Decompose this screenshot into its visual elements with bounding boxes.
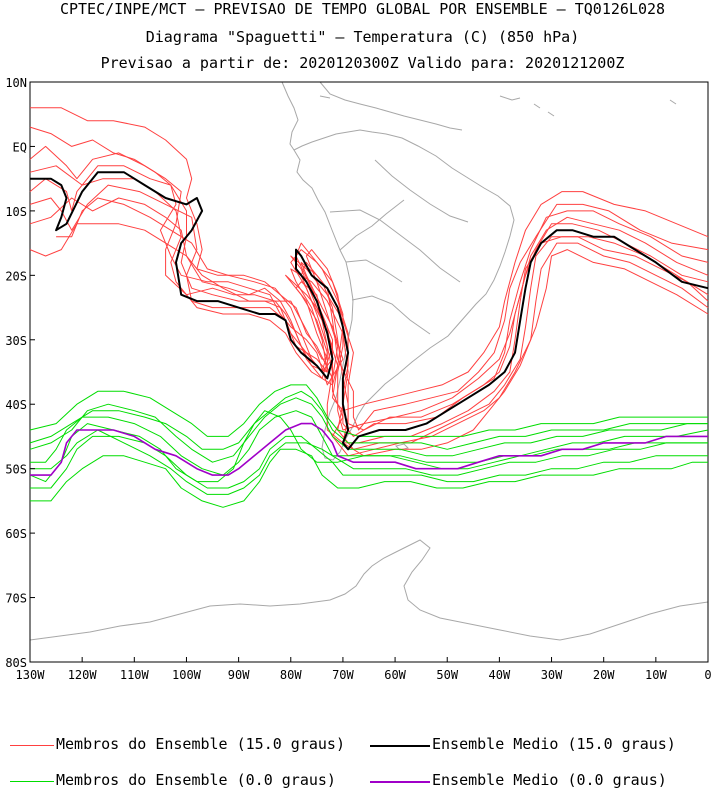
legend-label-mean-0: Ensemble Medio (0.0 graus) [432, 771, 667, 789]
contour-mean-0-0 [30, 422, 708, 476]
x-tick-label: 100W [172, 668, 202, 682]
y-tick-label: 80S [5, 656, 27, 670]
legend-swatch-mean-0 [370, 781, 430, 783]
north-america-coastline [281, 81, 463, 151]
y-tick-label: 60S [5, 527, 27, 541]
contour-member-0-4 [29, 384, 708, 437]
x-tick-label: 70W [332, 668, 354, 682]
falkland-islands [395, 443, 409, 451]
x-tick-label: 120W [68, 668, 98, 682]
x-tick-label: 0 [704, 668, 711, 682]
legend-label-mean-15: Ensemble Medio (15.0 graus) [432, 735, 676, 753]
contour-member-15-6 [56, 197, 709, 457]
x-tick-label: 90W [228, 668, 250, 682]
contour-member-15-5 [29, 126, 709, 431]
contour-member-15-8 [29, 223, 709, 457]
contour-member-0-2 [29, 397, 708, 463]
contour-member-15-1 [29, 165, 709, 444]
contour-series [29, 107, 709, 508]
y-tick-label: 10N [5, 76, 27, 90]
y-tick-label: 10S [5, 205, 27, 219]
title-line-1: CPTEC/INPE/MCT – PREVISAO DE TEMPO GLOBA… [59, 0, 666, 18]
south-america-coastline [293, 129, 515, 461]
y-tick-label: 20S [5, 269, 27, 283]
title-line-2: Diagrama "Spaguetti" – Temperatura (C) (… [145, 28, 580, 46]
legend-swatch-member-15 [10, 745, 54, 746]
x-tick-label: 50W [436, 668, 458, 682]
contour-member-0-3 [30, 448, 708, 508]
y-tick-label: 30S [5, 334, 27, 348]
legend-swatch-mean-15 [370, 745, 430, 747]
borders [329, 159, 469, 335]
contour-member-15-2 [29, 184, 709, 431]
contour-member-15-4 [29, 197, 709, 450]
legend-swatch-member-0 [10, 781, 54, 782]
plot-border [29, 81, 709, 663]
contour-member-0-1 [30, 435, 708, 489]
contour-member-15-7 [30, 107, 709, 412]
x-tick-label: 40W [489, 668, 511, 682]
x-tick-label: 60W [384, 668, 406, 682]
coastline-layer [29, 81, 709, 641]
caribbean-islands [319, 95, 677, 117]
x-tick-label: 130W [16, 668, 46, 682]
contour-mean-15-0 [30, 171, 709, 451]
legend-label-member-15: Membros do Ensemble (15.0 graus) [56, 735, 345, 753]
y-tick-label: 70S [5, 592, 27, 606]
contour-member-15-3 [29, 145, 709, 431]
plot-frame [29, 81, 709, 663]
contour-member-15-0 [29, 165, 709, 437]
contour-member-0-7 [29, 390, 708, 450]
x-tick-label: 110W [120, 668, 150, 682]
title-line-3: Previsao a partir de: 2020120300Z Valido… [100, 54, 625, 72]
x-tick-label: 20W [593, 668, 615, 682]
axis-ticks: 130W 120W 110W 100W 90W 80W 70W 60W 50W 40W 30W 20W… [5, 76, 711, 682]
x-tick-label: 30W [541, 668, 563, 682]
y-tick-label: EQ [13, 140, 27, 154]
y-tick-label: 50S [5, 463, 27, 477]
y-tick-label: 40S [5, 398, 27, 412]
antarctica-coastline [29, 539, 709, 641]
x-tick-label: 10W [645, 668, 667, 682]
contour-member-0-5 [29, 410, 709, 483]
x-tick-label: 80W [280, 668, 302, 682]
legend-label-member-0: Membros do Ensemble (0.0 graus) [56, 771, 336, 789]
